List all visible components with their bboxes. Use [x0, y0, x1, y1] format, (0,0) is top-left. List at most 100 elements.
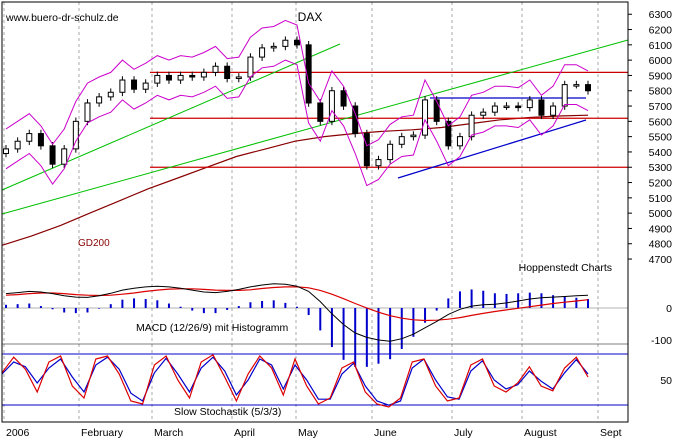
x-tick-label: Sept — [600, 427, 622, 439]
candle-body — [375, 159, 382, 167]
price-tick-label: 5200 — [649, 178, 673, 190]
macd-tick-label: -100 — [651, 335, 672, 347]
price-tick-label: 6300 — [649, 9, 673, 21]
candle-body — [585, 84, 591, 92]
x-tick-label: 2006 — [6, 427, 30, 439]
ma200-label: GD200 — [78, 238, 110, 249]
price-tick-label: 6200 — [649, 25, 673, 37]
macd-panel — [2, 283, 628, 367]
candle-body — [398, 136, 405, 145]
price-tick-label: 5400 — [649, 147, 673, 159]
candle-body — [200, 71, 207, 78]
candle-body — [445, 120, 452, 147]
candle-body — [26, 133, 33, 142]
axis-layer: 2006 February March April May June July August S… — [1, 1, 673, 439]
stochastic-d-line — [1, 356, 589, 406]
candle-body — [526, 99, 533, 109]
x-tick-label: July — [454, 427, 473, 439]
candle-body — [282, 39, 289, 47]
price-tick-label: 5800 — [649, 86, 673, 98]
bollinger-upper — [5, 19, 589, 147]
x-tick-label: August — [524, 427, 557, 439]
candle-body — [480, 111, 487, 116]
trendline-upper — [1, 43, 341, 191]
stochastic-tick-label: 50 — [660, 375, 672, 387]
candle-body — [433, 99, 440, 122]
support-line — [397, 119, 587, 179]
candle-body — [189, 74, 196, 78]
candle-body — [561, 84, 568, 107]
candle-body — [387, 143, 394, 161]
candle-body — [14, 140, 21, 150]
stochastic-title: Slow Stochastik (5/3/3) — [174, 406, 281, 418]
candle-body — [142, 82, 149, 90]
candle-body — [84, 102, 91, 122]
macd-title: MACD (12/26/9) mit Histogramm — [136, 322, 289, 334]
x-tick-label: February — [81, 427, 124, 439]
candle-body — [294, 39, 300, 46]
candle-body — [410, 134, 417, 138]
candle-body — [49, 145, 56, 165]
price-tick-label: 5600 — [649, 116, 673, 128]
trendline-lower — [1, 39, 629, 215]
candle-body — [550, 105, 557, 116]
candle-body — [37, 133, 44, 147]
price-tick-label: 6000 — [649, 55, 673, 67]
bollinger-lower — [5, 59, 589, 187]
candle-body — [177, 74, 184, 81]
price-tick-label: 5700 — [649, 101, 673, 113]
candle-body — [328, 90, 335, 122]
stochastic-panel — [1, 353, 628, 408]
grid-layer — [3, 2, 599, 422]
x-tick-label: June — [374, 427, 397, 439]
candle-body — [422, 99, 429, 136]
candle-body — [259, 47, 266, 58]
source-label: Hoppenstedt Charts — [519, 262, 612, 274]
price-tick-label: 5300 — [649, 162, 673, 174]
price-tick-label: 5100 — [649, 193, 673, 205]
candle-body — [317, 102, 324, 122]
x-tick-label: May — [298, 427, 319, 439]
macd-tick-label: 0 — [666, 303, 672, 315]
price-tick-label: 4700 — [649, 254, 673, 266]
candle-body — [247, 56, 254, 78]
candle-body — [538, 99, 545, 116]
x-tick-label: March — [154, 427, 183, 439]
candle-body — [224, 65, 231, 80]
candle-body — [107, 91, 114, 98]
price-tick-label: 5500 — [649, 132, 673, 144]
price-tick-label: 4800 — [649, 239, 673, 251]
x-tick-label: April — [234, 427, 255, 439]
price-tick-label: 5900 — [649, 70, 673, 82]
candle-body — [491, 105, 498, 113]
candle-body — [61, 148, 68, 165]
price-chart-title: DAX — [298, 10, 323, 24]
candle-body — [468, 114, 475, 138]
candle-body — [515, 105, 522, 109]
candle-body — [235, 76, 242, 80]
candle-body — [154, 74, 161, 84]
price-tick-label: 6100 — [649, 40, 673, 52]
candle-body — [212, 65, 219, 73]
watermark-text: www.buero-dr-schulz.de — [5, 12, 119, 24]
candle-body — [131, 79, 138, 90]
candle-body — [340, 90, 347, 107]
price-tick-label: 5000 — [649, 208, 673, 220]
candle-body — [305, 44, 312, 104]
candle-body — [3, 148, 9, 154]
candle-body — [363, 133, 370, 167]
candle-body — [456, 136, 463, 147]
candle-body — [573, 84, 580, 87]
candle-body — [503, 105, 510, 109]
price-tick-label: 4900 — [649, 223, 673, 235]
price-panel — [1, 19, 629, 246]
ma200-line — [1, 114, 589, 246]
candle-body — [72, 120, 79, 150]
macd-line — [5, 283, 589, 342]
candle-body — [165, 74, 172, 81]
candle-body — [96, 96, 103, 104]
plot-frame — [1, 1, 629, 423]
